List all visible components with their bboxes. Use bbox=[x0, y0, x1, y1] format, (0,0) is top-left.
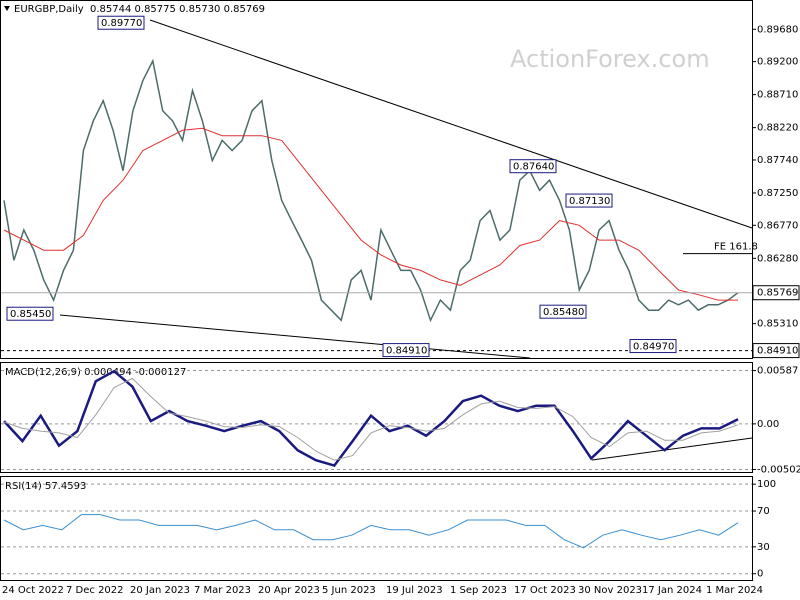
rsi-title: RSI(14) 57.4593 bbox=[5, 481, 86, 492]
x-tick-label: 30 Nov 2023 bbox=[578, 585, 642, 596]
fe-label: FE 161.8 bbox=[714, 242, 758, 253]
macd-panel bbox=[0, 362, 753, 473]
last-price-label: 0.85769 bbox=[757, 288, 798, 299]
annotation-box bbox=[539, 304, 587, 319]
chart-subtitle: 0.85744 0.85775 0.85730 0.85769 bbox=[90, 4, 265, 15]
x-tick-label: 7 Mar 2023 bbox=[194, 585, 251, 596]
annotation-label: 0.87640 bbox=[513, 162, 554, 173]
price-panel bbox=[0, 0, 753, 359]
annotation-box bbox=[509, 159, 557, 174]
y-tick-label: 0.86770 bbox=[757, 220, 798, 231]
y-tick-label: 0.00 bbox=[757, 419, 779, 430]
chart-title: EURGBP,Daily bbox=[14, 4, 84, 15]
annotation-box bbox=[629, 339, 677, 354]
x-tick-label: 7 Dec 2022 bbox=[66, 585, 124, 596]
annotation-box bbox=[565, 193, 613, 208]
annotation-box bbox=[97, 15, 145, 30]
y-tick-label: 30 bbox=[757, 542, 770, 553]
header-icon bbox=[4, 6, 10, 11]
y-tick-label: 0.86280 bbox=[757, 253, 798, 264]
y-tick-label: 0.87740 bbox=[757, 155, 798, 166]
x-tick-label: 1 Sep 2023 bbox=[450, 585, 507, 596]
x-tick-label: 19 Jul 2023 bbox=[386, 585, 443, 596]
x-tick-label: 17 Oct 2023 bbox=[514, 585, 576, 596]
y-tick-label: 0.89680 bbox=[757, 24, 798, 35]
trend-line bbox=[591, 437, 753, 461]
support-label: 0.84910 bbox=[757, 346, 798, 357]
watermark: ActionForex.com bbox=[510, 45, 710, 73]
y-tick-label: 0 bbox=[757, 569, 763, 580]
annotation-box bbox=[6, 306, 54, 321]
y-tick-label: 0.88710 bbox=[757, 90, 798, 101]
annotation-label: 0.84910 bbox=[386, 346, 427, 357]
last-price-box bbox=[752, 285, 800, 301]
y-tick-label: 0.87250 bbox=[757, 188, 798, 199]
macd-title: MACD(12,26,9) 0.000494 -0.000127 bbox=[5, 367, 186, 378]
y-tick-label: 0.89200 bbox=[757, 57, 798, 68]
x-tick-label: 17 Jan 2024 bbox=[642, 585, 702, 596]
y-tick-label: 0.85310 bbox=[757, 319, 798, 330]
x-tick-label: 20 Apr 2023 bbox=[258, 585, 320, 596]
annotation-label: 0.85450 bbox=[10, 309, 51, 320]
panel-frames bbox=[0, 0, 753, 581]
annotation-label: 0.89770 bbox=[101, 18, 142, 29]
y-tick-label: 0.00587 bbox=[757, 366, 798, 377]
support-box bbox=[752, 343, 800, 359]
annotation-label: 0.87130 bbox=[569, 196, 610, 207]
y-tick-label: 100 bbox=[757, 479, 776, 490]
y-tick-label: 0.88220 bbox=[757, 123, 798, 134]
x-tick-label: 1 Mar 2024 bbox=[706, 585, 763, 596]
y-tick-label: 70 bbox=[757, 506, 770, 517]
annotation-box bbox=[382, 343, 430, 358]
series-line bbox=[3, 127, 738, 301]
trend-line bbox=[149, 19, 753, 229]
series-line bbox=[3, 514, 739, 549]
annotation-label: 0.84970 bbox=[633, 342, 674, 353]
x-tick-label: 24 Oct 2022 bbox=[2, 585, 64, 596]
x-tick-label: 5 Jun 2023 bbox=[322, 585, 376, 596]
annotation-label: 0.85480 bbox=[543, 307, 584, 318]
rsi-panel bbox=[0, 476, 753, 581]
series-line bbox=[3, 377, 739, 461]
x-tick-label: 20 Jan 2023 bbox=[130, 585, 190, 596]
